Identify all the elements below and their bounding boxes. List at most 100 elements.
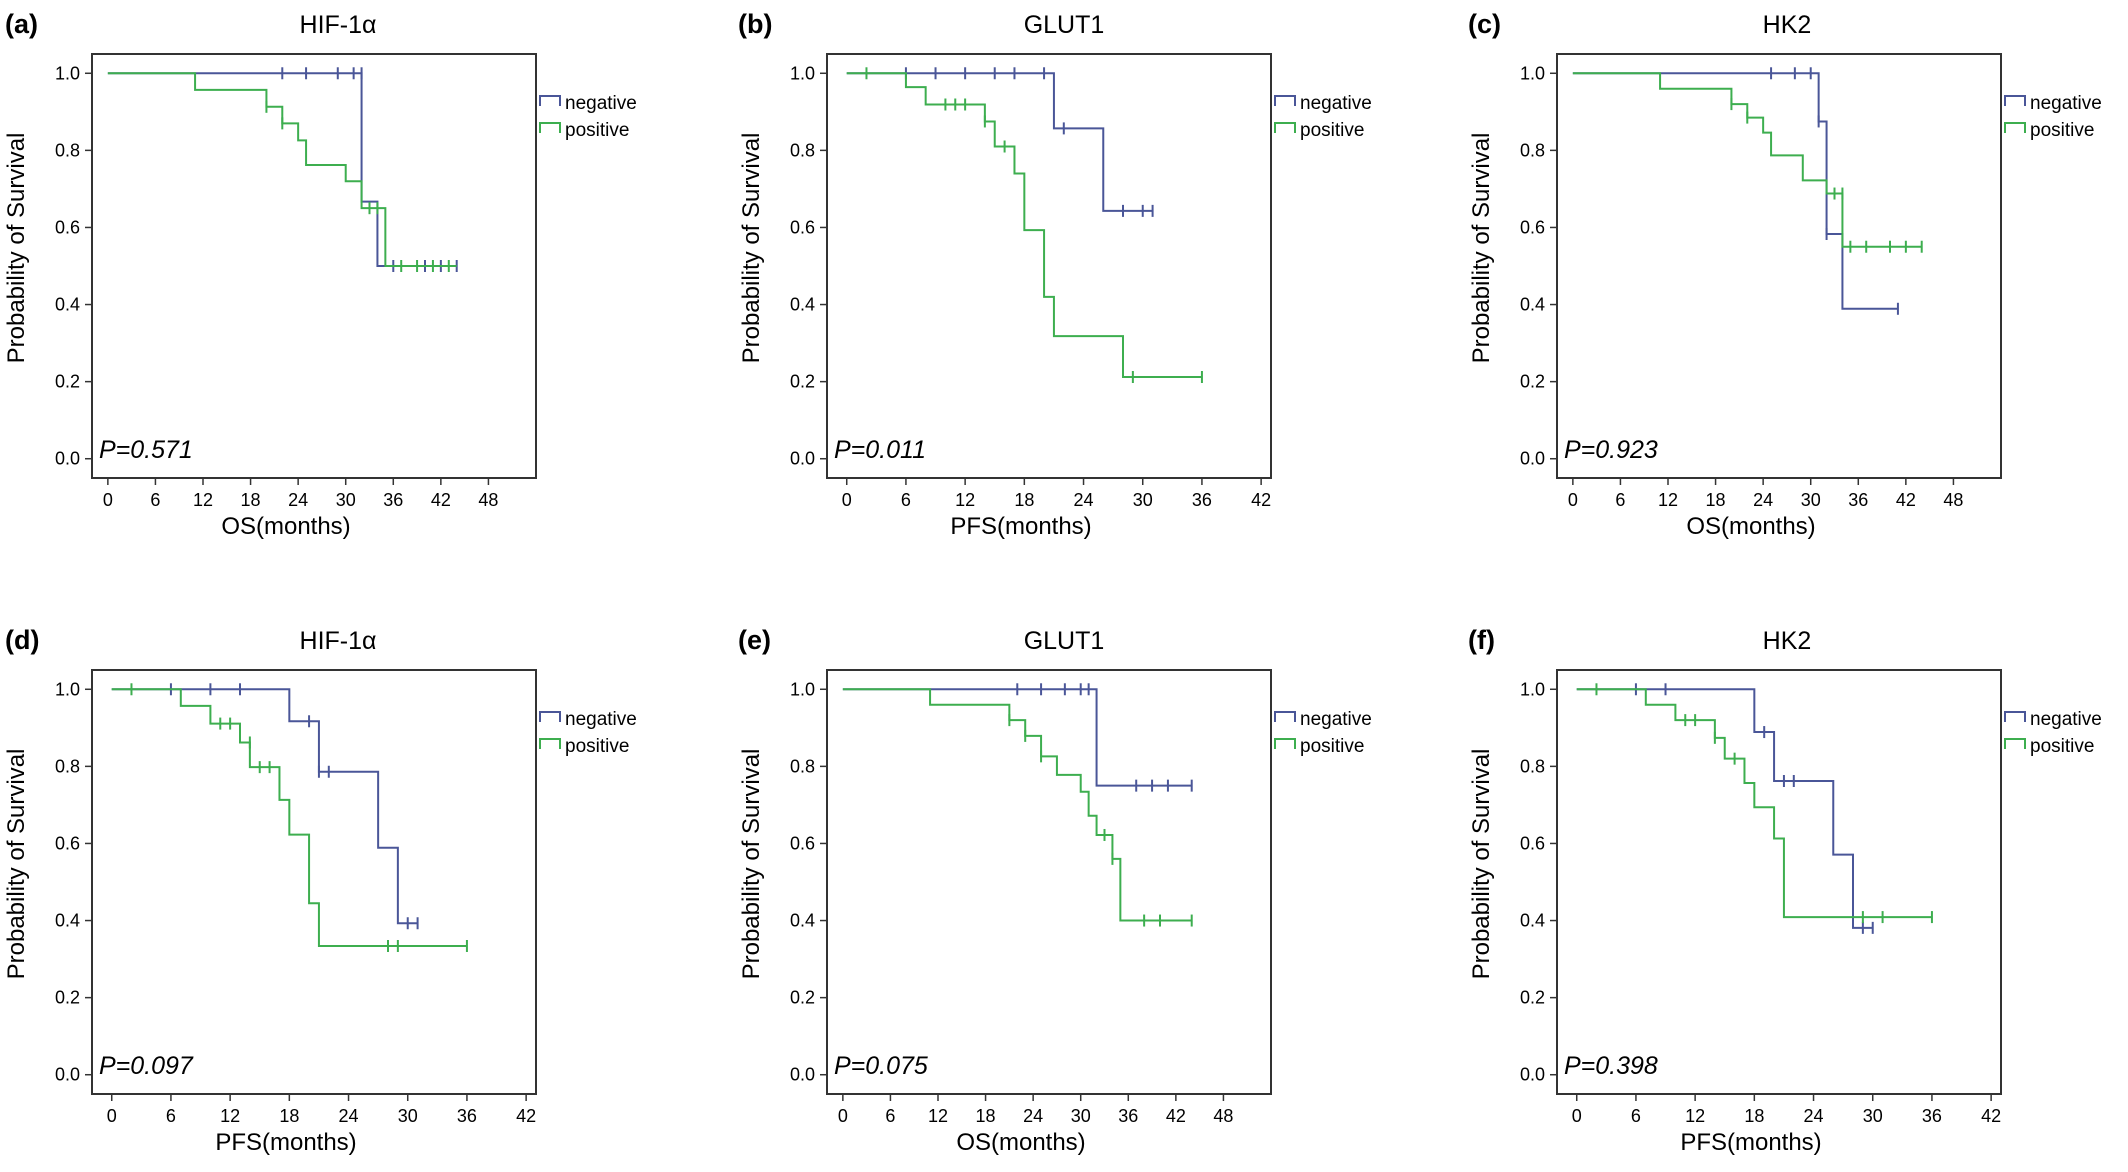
y-tick-label: 0.6 [1520, 217, 1545, 237]
legend-swatch [1274, 711, 1296, 722]
x-tick-label: 12 [1685, 1106, 1705, 1126]
y-tick-label: 1.0 [1520, 679, 1545, 699]
legend-label: negative [565, 709, 637, 730]
survival-curve-negative [111, 688, 418, 925]
x-tick-label: 36 [1192, 490, 1212, 510]
plot-frame [826, 53, 1272, 479]
chart-title: HIF-1α [300, 11, 377, 39]
survival-curve-positive [1572, 72, 1922, 248]
x-tick-label: 6 [885, 1106, 895, 1126]
y-tick-label: 0.2 [790, 372, 815, 392]
x-tick-label: 24 [1074, 490, 1094, 510]
x-axis-label: OS(months) [1686, 513, 1815, 540]
km-panel: (d) HIF-1α 0.0 0.2 0.4 0.6 0.8 1.0 0 6 12 18 24 30 36 4… [3, 625, 637, 1156]
legend-label: positive [1300, 736, 1364, 757]
x-tick-label: 42 [1981, 1106, 2001, 1126]
plot-frame [1556, 53, 2002, 479]
x-tick-label: 48 [478, 490, 498, 510]
x-tick-label: 18 [241, 490, 261, 510]
legend-label: positive [2030, 120, 2094, 141]
panel-label: (b) [738, 9, 772, 39]
panel-label: (e) [738, 625, 771, 655]
km-panel: (b) GLUT1 0.0 0.2 0.4 0.6 0.8 1.0 0 6 12 18 24 30 36 42… [738, 9, 1372, 540]
y-tick-label: 0.8 [790, 756, 815, 776]
x-tick-label: 0 [838, 1106, 848, 1126]
plot-frame [826, 669, 1272, 1095]
x-tick-label: 18 [1744, 1106, 1764, 1126]
y-tick-label: 0.6 [55, 217, 80, 237]
y-axis-label: Probability of Survival [3, 749, 30, 980]
y-tick-label: 0.0 [55, 449, 80, 469]
y-axis-label: Probability of Survival [738, 749, 765, 980]
x-axis-label: PFS(months) [950, 513, 1091, 540]
x-tick-label: 12 [193, 490, 213, 510]
plot-frame [91, 669, 537, 1095]
y-tick-label: 0.2 [790, 988, 815, 1008]
legend-swatch [2004, 95, 2026, 106]
y-tick-label: 0.2 [1520, 988, 1545, 1008]
x-tick-label: 36 [457, 1106, 477, 1126]
plot-frame [91, 53, 537, 479]
chart-title: HIF-1α [300, 627, 377, 655]
x-axis-label: OS(months) [956, 1129, 1085, 1156]
legend-label: positive [1300, 120, 1364, 141]
legend-swatch [2004, 711, 2026, 722]
x-tick-label: 24 [288, 490, 308, 510]
x-tick-label: 42 [431, 490, 451, 510]
x-axis-label: OS(months) [221, 513, 350, 540]
y-tick-label: 0.8 [1520, 140, 1545, 160]
y-tick-label: 0.0 [55, 1065, 80, 1085]
y-tick-label: 0.2 [55, 372, 80, 392]
x-tick-label: 12 [928, 1106, 948, 1126]
plot-frame [1556, 669, 2002, 1095]
survival-curve-positive [111, 688, 467, 947]
legend-swatch [1274, 95, 1296, 106]
y-tick-label: 1.0 [1520, 63, 1545, 83]
x-tick-label: 0 [103, 490, 113, 510]
y-tick-label: 0.4 [55, 295, 80, 315]
legend-swatch [539, 122, 561, 133]
legend-label: negative [2030, 93, 2102, 114]
survival-curve-negative [1576, 688, 1873, 929]
x-tick-label: 42 [1896, 490, 1916, 510]
y-axis-label: Probability of Survival [3, 133, 30, 364]
y-tick-label: 0.4 [790, 295, 815, 315]
y-tick-label: 0.4 [1520, 295, 1545, 315]
legend-label: positive [2030, 736, 2094, 757]
x-tick-label: 36 [1848, 490, 1868, 510]
survival-curve-negative [1572, 72, 1898, 310]
x-tick-label: 24 [339, 1106, 359, 1126]
y-tick-label: 0.2 [55, 988, 80, 1008]
x-tick-label: 18 [976, 1106, 996, 1126]
panel-label: (a) [5, 9, 38, 39]
y-tick-label: 0.8 [55, 140, 80, 160]
y-tick-label: 0.4 [55, 911, 80, 931]
survival-curve-positive [107, 72, 457, 267]
x-tick-label: 18 [1706, 490, 1726, 510]
x-axis-label: PFS(months) [1680, 1129, 1821, 1156]
x-tick-label: 42 [516, 1106, 536, 1126]
x-tick-label: 30 [1863, 1106, 1883, 1126]
legend-label: negative [1300, 709, 1372, 730]
km-panel: (f) HK2 0.0 0.2 0.4 0.6 0.8 1.0 0 6 12 18 24 30 36 42 PF… [1468, 625, 2102, 1156]
x-tick-label: 6 [1631, 1106, 1641, 1126]
x-tick-label: 24 [1804, 1106, 1824, 1126]
legend-label: negative [2030, 709, 2102, 730]
survival-curve-positive [846, 72, 1202, 379]
y-tick-label: 1.0 [55, 63, 80, 83]
y-tick-label: 0.0 [1520, 449, 1545, 469]
p-value: P=0.923 [1564, 436, 1658, 464]
y-tick-label: 0.8 [55, 756, 80, 776]
x-tick-label: 0 [1572, 1106, 1582, 1126]
x-tick-label: 18 [1014, 490, 1034, 510]
p-value: P=0.075 [834, 1052, 928, 1080]
x-tick-label: 42 [1251, 490, 1271, 510]
y-tick-label: 1.0 [790, 63, 815, 83]
y-tick-label: 0.0 [1520, 1065, 1545, 1085]
chart-title: GLUT1 [1024, 627, 1105, 655]
p-value: P=0.011 [834, 436, 926, 464]
km-panel: (c) HK2 0.0 0.2 0.4 0.6 0.8 1.0 0 6 12 18 24 30 36 42 48… [1468, 9, 2102, 540]
y-tick-label: 0.4 [790, 911, 815, 931]
x-tick-label: 0 [842, 490, 852, 510]
